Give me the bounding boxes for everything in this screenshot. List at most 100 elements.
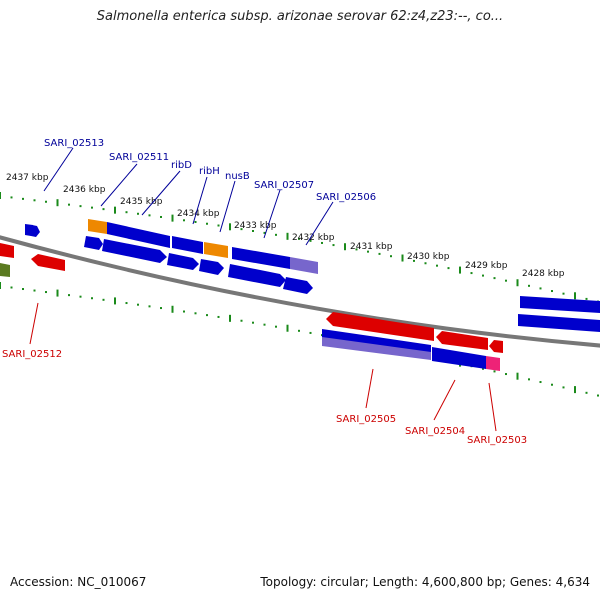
tick-mark bbox=[551, 290, 553, 293]
tick-mark bbox=[45, 291, 47, 294]
gene-label[interactable]: SARI_02505 bbox=[336, 414, 396, 425]
kbp-label: 2428 kbp bbox=[522, 269, 565, 279]
kbp-label: 2434 kbp bbox=[177, 209, 220, 219]
tick-mark bbox=[125, 211, 128, 214]
accession-text: Accession: NC_010067 bbox=[10, 575, 147, 589]
tick-mark bbox=[10, 286, 13, 289]
genome-backbone bbox=[0, 235, 600, 348]
tick-mark bbox=[585, 297, 588, 300]
gene-feature[interactable] bbox=[489, 340, 503, 353]
tick-mark bbox=[516, 279, 519, 287]
tick-mark bbox=[114, 206, 116, 214]
tick-mark bbox=[263, 323, 266, 326]
tick-mark bbox=[229, 314, 231, 322]
gene-label[interactable]: SARI_02506 bbox=[316, 192, 376, 203]
tick-mark bbox=[183, 219, 185, 222]
gene-feature[interactable] bbox=[172, 236, 203, 254]
tick-mark bbox=[355, 248, 358, 251]
gene-feature[interactable] bbox=[283, 277, 313, 294]
kbp-label: 2430 kbp bbox=[407, 252, 450, 262]
tick-mark bbox=[240, 319, 243, 322]
gene-feature[interactable] bbox=[0, 243, 14, 258]
tick-mark bbox=[321, 241, 323, 244]
gene-label[interactable]: ribD bbox=[171, 160, 192, 171]
tick-mark bbox=[516, 372, 519, 380]
gene-feature[interactable] bbox=[322, 337, 431, 360]
tick-mark bbox=[539, 381, 542, 384]
tick-mark bbox=[482, 367, 484, 370]
kbp-label: 2431 kbp bbox=[350, 242, 393, 252]
gene-feature[interactable] bbox=[102, 239, 167, 263]
tick-mark bbox=[217, 224, 220, 227]
tick-mark bbox=[56, 199, 59, 207]
gene-feature[interactable] bbox=[199, 259, 224, 275]
tick-mark bbox=[574, 386, 576, 394]
tick-mark bbox=[22, 288, 24, 291]
reverse-genes bbox=[0, 243, 503, 371]
gene-feature[interactable] bbox=[31, 254, 65, 271]
gene-label[interactable]: SARI_02512 bbox=[2, 349, 62, 360]
kbp-label: 2435 kbp bbox=[120, 197, 163, 207]
gene-feature[interactable] bbox=[167, 253, 199, 270]
gene-feature[interactable] bbox=[326, 312, 434, 341]
tick-mark bbox=[562, 292, 565, 295]
tick-mark bbox=[171, 214, 174, 222]
tick-mark bbox=[206, 222, 208, 225]
gene-label[interactable]: SARI_02507 bbox=[254, 180, 314, 191]
gene-feature[interactable] bbox=[31, 225, 40, 237]
tick-mark bbox=[424, 262, 427, 265]
gene-label[interactable]: nusB bbox=[225, 171, 250, 182]
gene-label[interactable]: ribH bbox=[199, 166, 220, 177]
tick-mark bbox=[91, 297, 93, 300]
tick-mark bbox=[551, 383, 553, 386]
gene-feature[interactable] bbox=[0, 263, 10, 277]
tick-mark bbox=[56, 289, 59, 297]
tick-mark bbox=[585, 391, 588, 394]
gene-feature[interactable] bbox=[88, 219, 107, 234]
tick-mark bbox=[79, 205, 82, 208]
tick-mark bbox=[309, 239, 312, 242]
tick-mark bbox=[493, 277, 496, 280]
genome-title: Salmonella enterica subsp. arizonae sero… bbox=[96, 9, 504, 24]
tick-mark bbox=[79, 295, 82, 298]
inner-tick-row bbox=[0, 282, 599, 397]
tick-mark bbox=[22, 197, 24, 200]
tick-mark bbox=[528, 284, 530, 287]
tick-mark bbox=[309, 331, 312, 334]
tick-mark bbox=[459, 266, 461, 274]
gene-feature[interactable] bbox=[107, 222, 170, 248]
tick-mark bbox=[194, 220, 197, 223]
tick-mark bbox=[390, 255, 392, 258]
gene-feature[interactable] bbox=[432, 347, 486, 369]
tick-mark bbox=[102, 208, 105, 211]
gene-label[interactable]: SARI_02511 bbox=[109, 152, 169, 163]
tick-mark bbox=[102, 298, 105, 301]
gene-label[interactable]: SARI_02503 bbox=[467, 435, 527, 446]
tick-mark bbox=[413, 259, 415, 262]
tick-mark bbox=[298, 237, 300, 240]
tick-mark bbox=[137, 303, 139, 306]
kbp-label: 2432 kbp bbox=[292, 233, 335, 243]
gene-feature[interactable] bbox=[290, 257, 318, 274]
tick-mark bbox=[91, 206, 93, 209]
gene-feature[interactable] bbox=[520, 296, 600, 313]
gene-label[interactable]: SARI_02513 bbox=[44, 138, 104, 149]
tick-mark bbox=[263, 231, 266, 234]
gene-feature[interactable] bbox=[204, 242, 228, 258]
gene-label[interactable]: SARI_02504 bbox=[405, 426, 465, 437]
reverse-gene-labels: SARI_02512 SARI_02505 SARI_02504 SARI_02… bbox=[2, 349, 527, 446]
tick-mark bbox=[401, 254, 404, 262]
tick-mark bbox=[0, 192, 1, 199]
gene-feature[interactable] bbox=[228, 264, 286, 287]
tick-mark bbox=[160, 215, 162, 218]
tick-mark bbox=[539, 287, 542, 290]
gene-feature[interactable] bbox=[84, 236, 103, 250]
gene-feature[interactable] bbox=[486, 356, 500, 371]
gene-feature[interactable] bbox=[518, 314, 600, 332]
tick-mark bbox=[217, 315, 220, 318]
gene-feature[interactable] bbox=[232, 247, 290, 269]
tick-mark bbox=[252, 321, 254, 324]
gene-feature[interactable] bbox=[436, 331, 488, 350]
tick-mark bbox=[68, 203, 70, 206]
tick-mark bbox=[183, 310, 185, 313]
